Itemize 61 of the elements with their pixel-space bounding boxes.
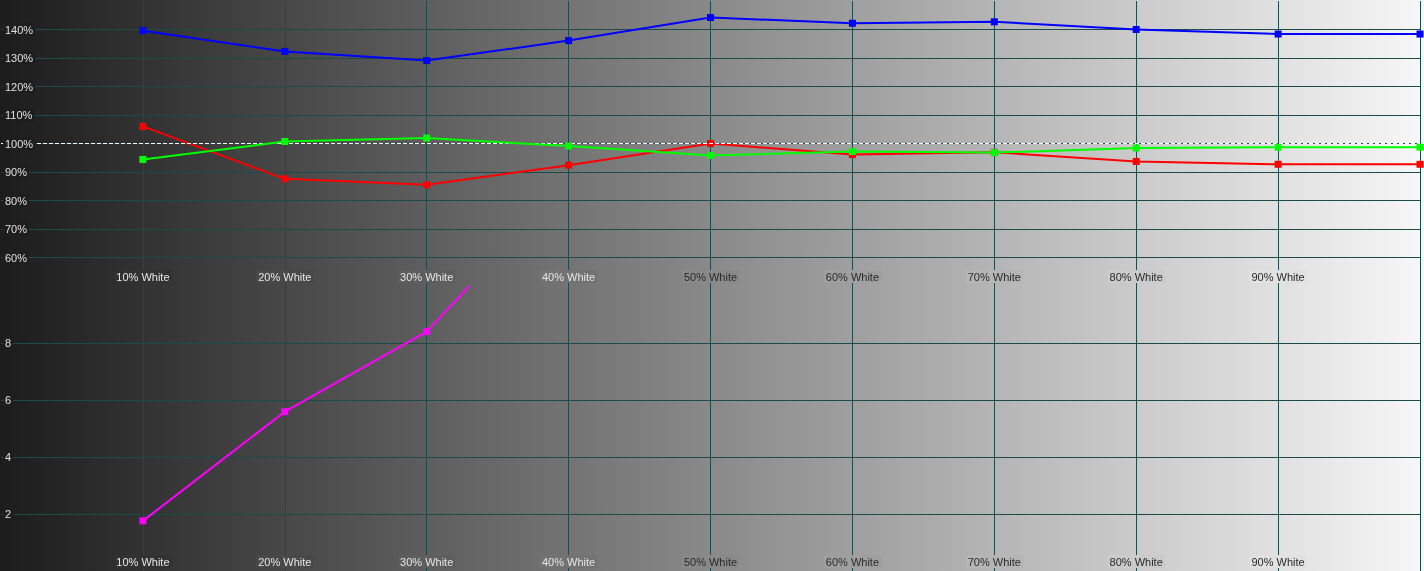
x-tick-label: 10% White — [116, 555, 170, 568]
point — [1132, 144, 1140, 152]
x-tick-label: 30% White — [400, 555, 454, 568]
point — [139, 27, 147, 35]
x-tick-label: 60% White — [825, 555, 879, 568]
y-tick-label: 70% — [5, 223, 28, 235]
point — [281, 175, 289, 183]
x-tick-label: 70% White — [967, 270, 1021, 283]
y-tick-label: 8 — [5, 337, 12, 349]
y-tick-label: 130% — [5, 52, 34, 64]
point — [707, 151, 714, 159]
point — [281, 47, 289, 55]
point — [139, 517, 147, 525]
x-tick-label: 30% White — [400, 270, 454, 283]
point — [848, 19, 856, 27]
point — [990, 18, 998, 26]
point — [1132, 26, 1140, 33]
point — [565, 161, 573, 169]
x-tick-label: 50% White — [683, 270, 738, 283]
y-tick-label: 140% — [5, 23, 34, 36]
point — [281, 138, 289, 146]
point — [139, 122, 147, 130]
point — [1416, 160, 1424, 168]
point — [1274, 30, 1282, 38]
point — [423, 57, 431, 65]
y-tick-label: 100% — [5, 137, 34, 150]
point — [139, 155, 147, 163]
x-tick-label: 60% White — [825, 270, 879, 283]
y-tick-label: 60% — [5, 251, 28, 264]
x-tick-label: 70% White — [967, 555, 1021, 568]
y-tick-label: 6 — [5, 394, 12, 406]
point — [848, 147, 856, 155]
point — [423, 134, 431, 142]
x-tick-label: 40% White — [542, 555, 596, 568]
x-tick-label: 50% White — [683, 555, 738, 568]
x-tick-label: 90% White — [1251, 555, 1305, 568]
y-tick-label: 120% — [5, 80, 34, 93]
point — [565, 142, 573, 150]
point — [281, 408, 289, 416]
x-tick-label: 80% White — [1109, 555, 1163, 568]
x-tick-label: 20% White — [258, 270, 312, 283]
y-tick-label: 80% — [5, 194, 28, 207]
point — [1132, 157, 1140, 165]
y-tick-label: 90% — [5, 166, 28, 178]
x-tick-label: 80% White — [1109, 270, 1163, 283]
y-tick-label: 2 — [5, 508, 12, 520]
point — [1416, 30, 1424, 38]
y-tick-label: 110% — [5, 109, 33, 121]
point — [1416, 143, 1424, 151]
point — [565, 37, 573, 45]
y-tick-label: 4 — [5, 451, 12, 463]
x-tick-label: 20% White — [258, 555, 312, 568]
x-tick-label: 10% White — [116, 270, 170, 283]
x-tick-label: 90% White — [1251, 270, 1305, 283]
point — [707, 140, 714, 147]
x-tick-label: 40% White — [542, 270, 596, 283]
point — [707, 14, 714, 22]
point — [1274, 160, 1282, 168]
point — [423, 181, 431, 189]
point — [1274, 143, 1282, 151]
point — [423, 328, 431, 336]
